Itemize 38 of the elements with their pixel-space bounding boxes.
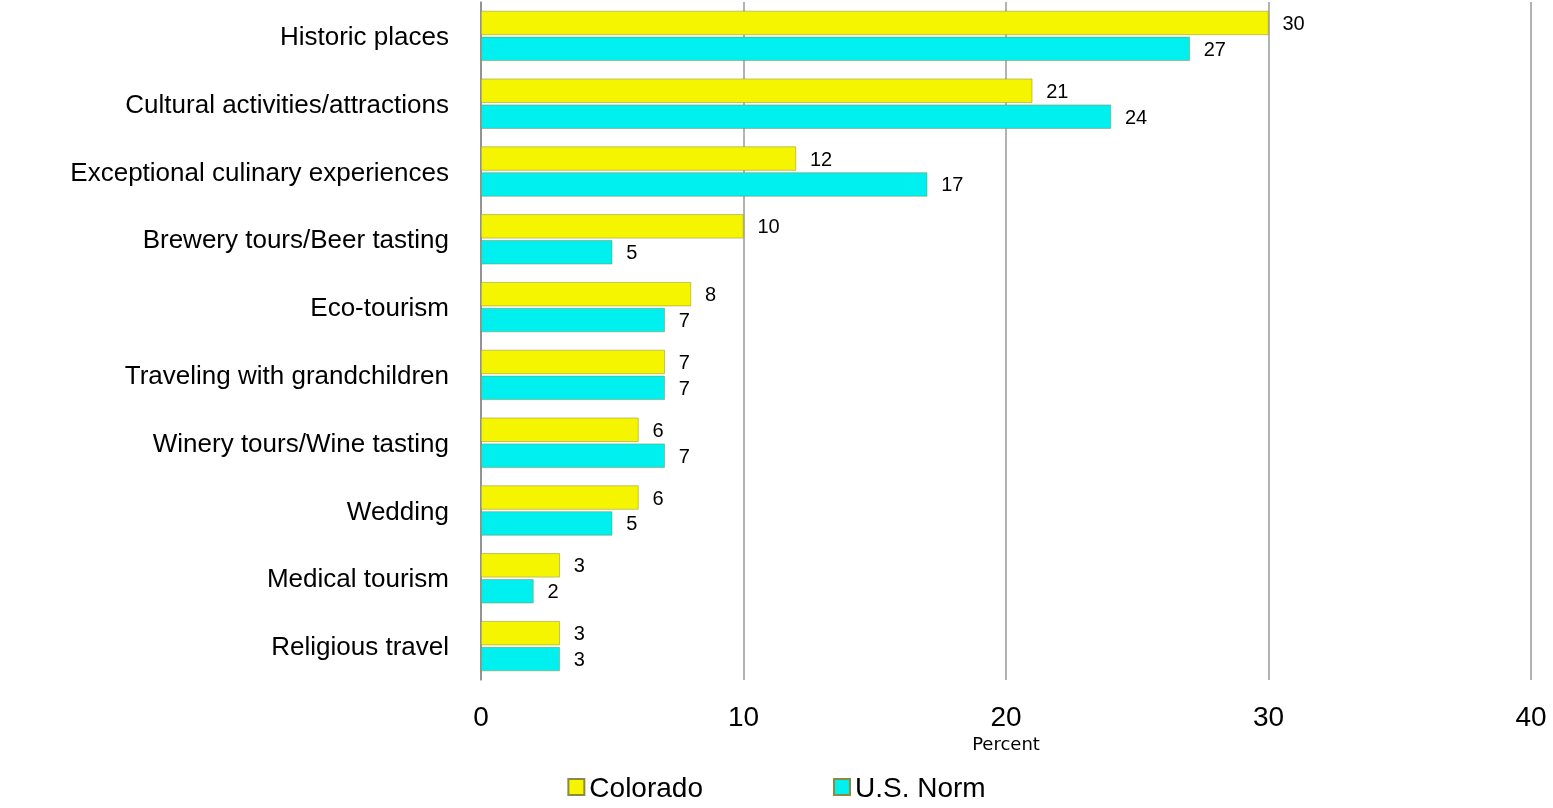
y-tick-label: Winery tours/Wine tasting <box>152 427 449 458</box>
legend-label: Colorado <box>589 771 703 803</box>
data-label: 8 <box>705 283 717 306</box>
y-tick-label: Traveling with grandchildren <box>124 359 449 390</box>
data-label: 5 <box>626 512 638 535</box>
y-tick-label: Medical tourism <box>266 563 449 594</box>
data-label: 12 <box>810 147 833 170</box>
data-label: 3 <box>573 648 585 671</box>
x-tick-label: 20 <box>990 700 1022 732</box>
data-label: 17 <box>941 173 964 196</box>
data-label: 6 <box>652 486 664 509</box>
y-tick-label: Historic places <box>279 20 449 51</box>
data-label: 2 <box>547 580 559 603</box>
x-tick-label: 0 <box>473 700 489 732</box>
data-label: 7 <box>678 350 690 373</box>
y-tick-label: Religious travel <box>271 631 449 662</box>
y-tick-label: Wedding <box>346 495 449 526</box>
data-label: 7 <box>678 309 690 332</box>
data-label: 24 <box>1125 105 1148 128</box>
x-tick-label: 10 <box>727 700 760 732</box>
y-tick-label: Cultural activities/attractions <box>125 88 449 119</box>
data-label: 3 <box>573 554 585 577</box>
data-label: 21 <box>1046 79 1069 102</box>
data-label: 7 <box>678 376 690 399</box>
y-tick-label: Eco-tourism <box>310 292 449 323</box>
data-label: 10 <box>757 215 780 238</box>
data-label: 27 <box>1203 37 1226 60</box>
x-tick-label: 40 <box>1515 700 1547 732</box>
x-tick-label: 30 <box>1252 700 1285 732</box>
x-axis-title: Percent <box>972 733 1040 755</box>
data-label: 5 <box>626 241 638 264</box>
data-label: 30 <box>1282 11 1305 34</box>
y-tick-label: Brewery tours/Beer tasting <box>142 224 449 255</box>
data-label: 7 <box>678 444 690 467</box>
data-label: 3 <box>573 622 585 645</box>
y-tick-label: Exceptional culinary experiences <box>70 156 449 187</box>
data-label: 6 <box>652 418 664 441</box>
legend-label: U.S. Norm <box>854 771 986 803</box>
